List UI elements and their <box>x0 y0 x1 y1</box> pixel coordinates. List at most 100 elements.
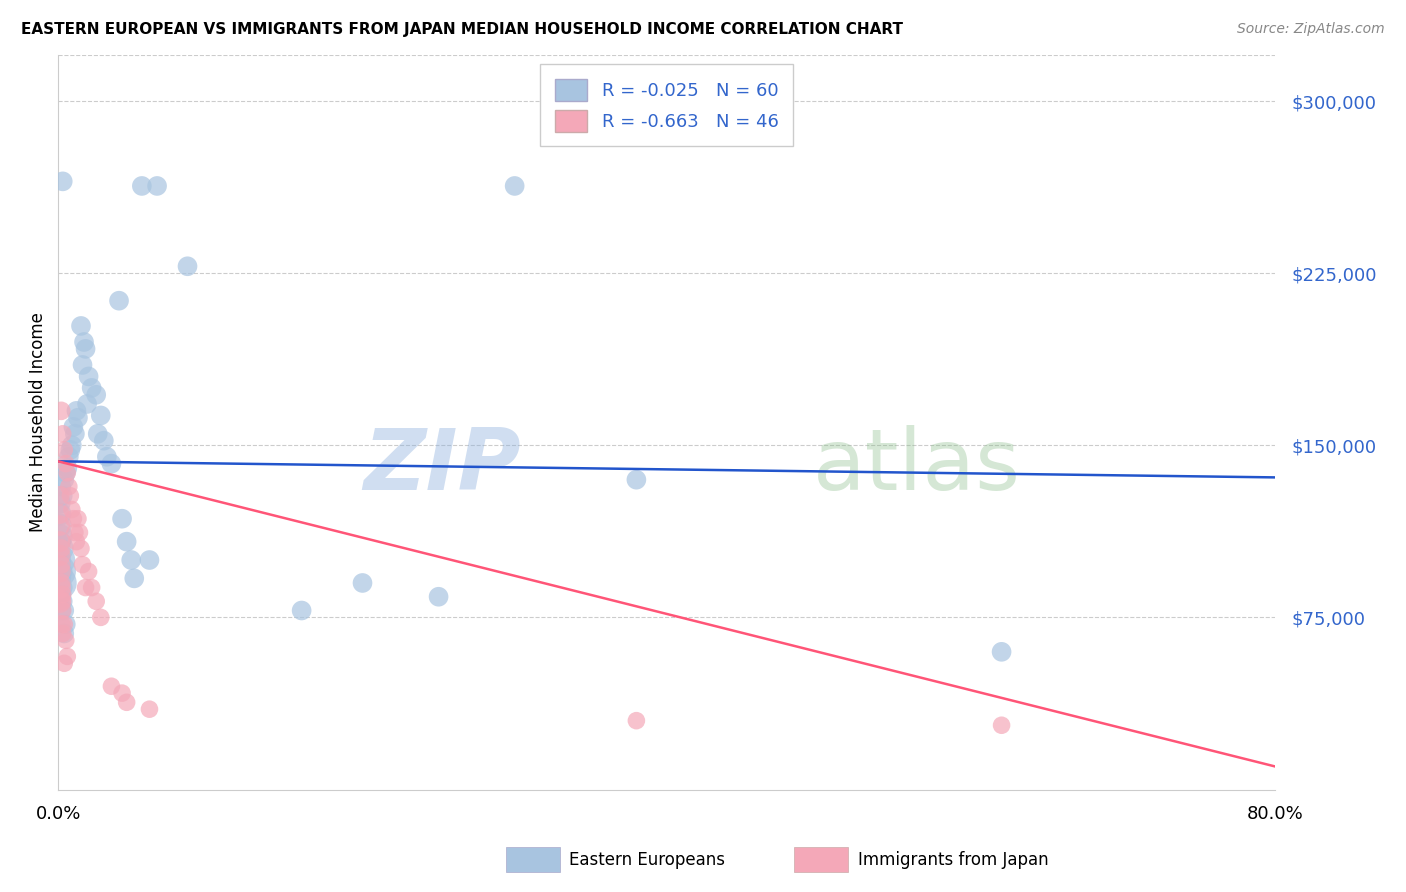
Point <box>66 512 89 526</box>
Point <box>115 695 138 709</box>
Point <box>48 541 70 556</box>
Point <box>77 369 100 384</box>
Point <box>51 594 73 608</box>
Point <box>291 603 314 617</box>
Point <box>77 565 100 579</box>
Point <box>51 576 73 591</box>
Point <box>100 457 122 471</box>
Point <box>146 178 169 193</box>
Point <box>63 426 86 441</box>
Point <box>48 594 70 608</box>
Text: EASTERN EUROPEAN VS IMMIGRANTS FROM JAPAN MEDIAN HOUSEHOLD INCOME CORRELATION CH: EASTERN EUROPEAN VS IMMIGRANTS FROM JAPA… <box>21 22 903 37</box>
Point <box>53 473 76 487</box>
Point <box>66 410 89 425</box>
Point <box>52 626 75 640</box>
Point <box>59 442 82 457</box>
Legend: R = -0.025   N = 60, R = -0.663   N = 46: R = -0.025 N = 60, R = -0.663 N = 46 <box>540 64 793 146</box>
Text: Source: ZipAtlas.com: Source: ZipAtlas.com <box>1237 22 1385 37</box>
Point <box>59 489 82 503</box>
Point <box>51 534 73 549</box>
Point <box>131 178 153 193</box>
Point <box>84 594 107 608</box>
Point <box>352 576 374 591</box>
Point <box>138 702 160 716</box>
Text: Immigrants from Japan: Immigrants from Japan <box>858 851 1049 869</box>
Y-axis label: Median Household Income: Median Household Income <box>30 312 46 533</box>
Point <box>70 318 93 333</box>
Point <box>52 594 75 608</box>
Point <box>52 489 75 503</box>
Point <box>58 450 80 464</box>
Point <box>51 553 73 567</box>
Point <box>111 686 134 700</box>
Point <box>48 565 70 579</box>
Point <box>52 565 75 579</box>
Point <box>56 466 79 480</box>
Point <box>51 541 73 556</box>
Point <box>60 438 83 452</box>
Point <box>52 426 75 441</box>
Point <box>48 518 70 533</box>
Point <box>48 530 70 544</box>
Point <box>72 558 94 572</box>
Point <box>62 512 84 526</box>
Point <box>52 174 75 188</box>
Point <box>53 603 76 617</box>
Point <box>56 461 79 475</box>
Point <box>55 457 77 471</box>
Point <box>80 581 103 595</box>
Point <box>52 587 75 601</box>
Point <box>48 565 70 579</box>
Point <box>427 590 450 604</box>
Point <box>51 571 73 585</box>
Point <box>51 404 73 418</box>
Point <box>176 260 198 274</box>
Point <box>48 576 70 591</box>
Point <box>65 534 87 549</box>
Point <box>51 479 73 493</box>
Text: ZIP: ZIP <box>363 425 520 508</box>
Point <box>48 518 70 533</box>
Point <box>53 626 76 640</box>
Point <box>48 507 70 521</box>
Point <box>52 581 75 595</box>
Point <box>626 714 648 728</box>
Point <box>115 534 138 549</box>
Point <box>55 633 77 648</box>
Point <box>48 553 70 567</box>
Point <box>626 473 648 487</box>
Point <box>108 293 131 308</box>
Point <box>75 342 97 356</box>
Point <box>72 358 94 372</box>
Point <box>63 525 86 540</box>
Point <box>48 534 70 549</box>
Point <box>138 553 160 567</box>
Point <box>503 178 526 193</box>
Text: Eastern Europeans: Eastern Europeans <box>569 851 725 869</box>
Point <box>48 489 70 503</box>
Point <box>90 610 112 624</box>
Point <box>53 442 76 457</box>
Point <box>55 466 77 480</box>
Point <box>48 507 70 521</box>
Point <box>76 397 98 411</box>
Point <box>93 434 115 448</box>
Point <box>56 649 79 664</box>
Point <box>65 404 87 418</box>
Point <box>80 381 103 395</box>
Point <box>51 558 73 572</box>
Point <box>111 512 134 526</box>
Point <box>70 541 93 556</box>
Point <box>58 479 80 493</box>
Point <box>122 571 145 585</box>
Point <box>55 617 77 632</box>
Point <box>48 496 70 510</box>
Point <box>96 450 118 464</box>
Point <box>120 553 142 567</box>
Point <box>53 657 76 671</box>
Text: atlas: atlas <box>813 425 1021 508</box>
Point <box>48 581 70 595</box>
Point <box>90 409 112 423</box>
Point <box>48 549 70 563</box>
Point <box>100 679 122 693</box>
